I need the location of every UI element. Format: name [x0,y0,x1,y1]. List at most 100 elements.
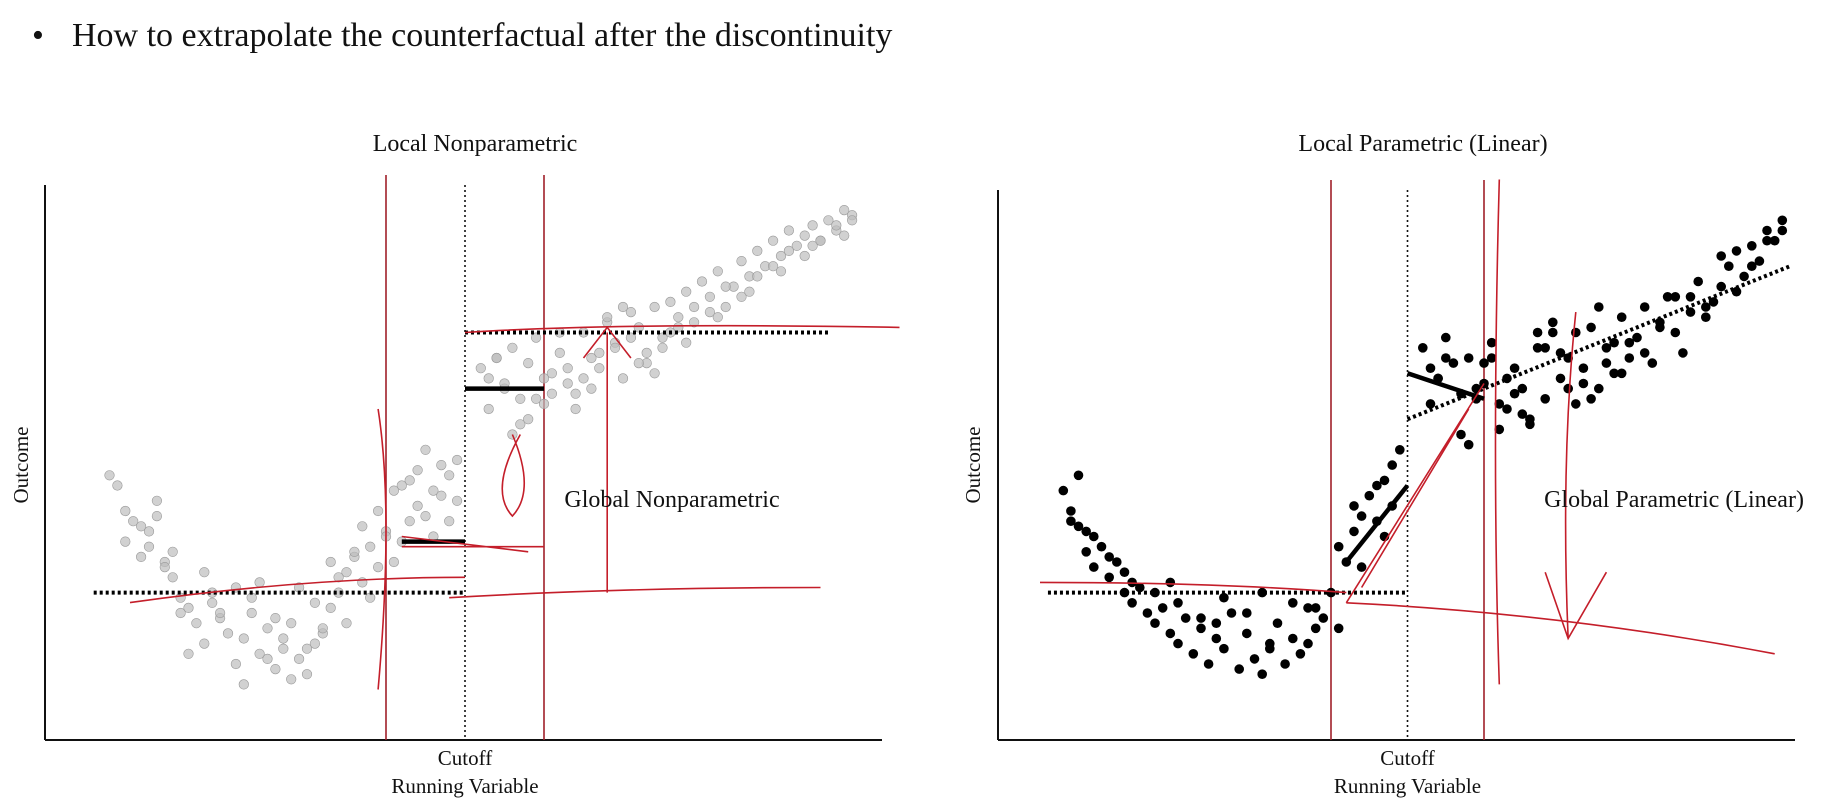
data-point [159,561,170,573]
data-point [325,556,336,568]
data-point [270,612,281,624]
data-point [649,368,660,379]
data-point [215,607,226,619]
data-point [507,342,518,353]
data-point [136,551,147,563]
data-point [357,521,368,532]
data-point [546,388,558,399]
data-point [704,291,716,302]
data-point [562,378,573,389]
data-point [199,638,210,649]
data-point [373,561,384,573]
data-point [333,572,344,583]
data-point [538,373,550,384]
data-point [238,633,249,644]
data-point [183,602,194,614]
slide-bullet: • How to extrapolate the counterfactual a… [32,14,892,58]
data-point [183,648,194,659]
data-point [436,460,447,471]
data-point [831,220,842,231]
data-point [278,643,289,654]
data-point [578,373,589,384]
data-point [744,286,755,297]
data-point [815,235,826,246]
data-point [120,536,131,547]
data-point [657,342,668,353]
data-point [191,618,202,629]
data-point [309,597,321,608]
data-point [238,679,249,690]
data-point [309,638,321,649]
data-point [262,653,273,665]
chart-annotation: Global Nonparametric [564,487,779,513]
data-point [696,276,708,287]
data-point [736,291,747,302]
bullet-text: How to extrapolate the counterfactual af… [72,17,893,54]
data-point [388,556,400,568]
data-point [294,653,305,665]
data-point [420,510,431,522]
data-point [767,235,779,246]
data-point [562,363,573,374]
data-point [530,332,542,343]
data-point [625,307,637,318]
y-axis-label: Outcome [9,427,33,504]
data-point [428,485,439,496]
data-point [609,342,621,353]
data-point [325,602,336,614]
data-point [641,347,652,359]
data-point [681,286,692,297]
data-point [475,363,486,374]
data-point [673,322,684,333]
data-point [633,322,644,333]
data-point [602,312,613,323]
data-point [412,465,423,476]
data-point [594,347,605,359]
bullet-symbol: • [32,17,44,54]
data-point [207,597,218,608]
handwritten-stroke [377,408,387,690]
data-point [222,628,234,639]
handwritten-annotations [129,324,900,690]
data-point [807,240,818,251]
data-point [530,393,542,404]
data-point [586,352,597,364]
data-point [404,516,415,527]
data-point [657,332,668,343]
data-point [649,301,660,313]
data-point [246,607,257,619]
data-point [712,266,723,277]
data-point [388,485,400,496]
data-point [175,607,186,619]
data-point [586,383,597,394]
data-point [846,215,858,226]
data-point [523,358,534,369]
data-point [444,516,455,527]
data-point [570,403,581,415]
x-axis-label: Running Variable [391,774,538,798]
data-point [625,332,637,343]
data-point [704,307,716,318]
data-point [143,526,155,537]
data-point [799,250,810,262]
data-point [720,301,731,313]
data-point [167,546,178,557]
data-point [278,633,289,644]
data-point [199,567,210,578]
data-point [317,623,328,634]
data-point [538,398,550,410]
data-point [617,373,629,384]
data-point [633,358,644,369]
data-point [570,388,581,399]
data-point [767,261,779,272]
data-point [452,495,463,506]
data-point [167,572,178,583]
data-point [349,546,360,557]
data-point [665,296,676,308]
data-point [617,301,629,313]
data-point [151,510,162,522]
chart-title: Local Nonparametric [373,131,578,157]
handwritten-stroke [129,576,466,604]
handwritten-stroke [582,326,632,593]
